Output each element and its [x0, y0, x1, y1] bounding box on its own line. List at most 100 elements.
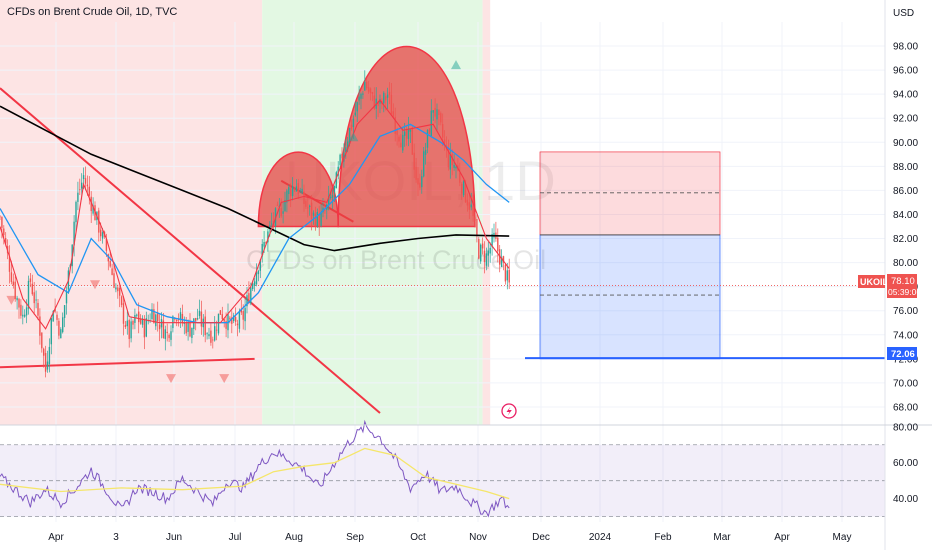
- candle-body: [143, 319, 146, 338]
- candle-body: [413, 152, 415, 170]
- candle-body: [377, 101, 379, 107]
- candle-body: [309, 205, 311, 207]
- candle-body: [174, 318, 176, 320]
- candle-body: [301, 188, 303, 194]
- rsi-tick-label: 80.00: [893, 422, 918, 433]
- candle-body: [324, 209, 326, 211]
- alert-icon[interactable]: [501, 403, 517, 419]
- candle-body: [58, 320, 60, 336]
- candle-body: [16, 297, 18, 301]
- price-tick-label: 76.00: [893, 306, 918, 317]
- currency-label[interactable]: USD: [893, 8, 914, 19]
- price-tick-label: 96.00: [893, 66, 918, 77]
- candle-body: [242, 311, 244, 320]
- sell-signal-marker: [6, 295, 17, 305]
- candle-body: [187, 321, 189, 332]
- price-tick-label: 92.00: [893, 114, 918, 125]
- candle-body: [198, 310, 201, 316]
- candle-body: [267, 231, 269, 243]
- candle-body: [385, 96, 387, 101]
- trendline[interactable]: [0, 87, 381, 414]
- candle-body: [168, 334, 170, 339]
- time-tick-label: Oct: [410, 532, 426, 543]
- candle-body: [132, 320, 134, 325]
- bar-countdown: 05:39:06: [888, 287, 921, 297]
- candle-body: [284, 199, 286, 212]
- candle-body: [84, 178, 87, 184]
- candle-body: [166, 331, 168, 333]
- candle-body: [468, 202, 470, 210]
- stop-zone[interactable]: [539, 151, 721, 236]
- candle-body: [481, 243, 484, 249]
- candle-body: [390, 94, 393, 115]
- candle-body: [22, 314, 24, 317]
- candle-body: [462, 181, 465, 196]
- candle-body: [107, 254, 109, 262]
- time-tick-label: Jul: [229, 532, 242, 543]
- candle-body: [208, 334, 210, 337]
- time-tick-label: Sep: [346, 532, 364, 543]
- candle-body: [20, 304, 22, 316]
- candle-body: [8, 256, 11, 272]
- candle-body: [90, 196, 92, 212]
- candle-body: [392, 111, 394, 118]
- candle-body: [371, 92, 374, 94]
- candle-body: [293, 189, 296, 190]
- candle-body: [443, 139, 446, 143]
- candle-body: [373, 95, 375, 109]
- candle-body: [337, 166, 339, 176]
- candle-body: [119, 287, 121, 296]
- candle-body: [155, 314, 157, 327]
- candle-body: [451, 153, 453, 166]
- candle-body: [151, 309, 153, 320]
- candle-body: [459, 172, 461, 183]
- candle-body: [234, 317, 237, 322]
- candle-body: [223, 319, 225, 322]
- candle-body: [464, 183, 467, 203]
- price-tick-label: 70.00: [893, 378, 918, 389]
- candle-body: [449, 153, 451, 170]
- candle-body: [409, 129, 412, 132]
- candle-body: [31, 283, 33, 295]
- candle-body: [244, 308, 246, 322]
- candle-body: [126, 320, 128, 327]
- candle-body: [358, 96, 360, 101]
- time-axis[interactable]: Apr 3 Jun Jul Aug Sep Oct Nov Dec 2024 Feb Mar Apr Ma…: [48, 532, 851, 543]
- candle-body: [138, 311, 140, 323]
- candle-body: [506, 270, 508, 281]
- candle-body: [335, 172, 337, 189]
- long-position-tool[interactable]: [539, 151, 721, 360]
- candle-body: [248, 293, 250, 303]
- candle-body: [316, 212, 318, 227]
- time-tick-label: Jun: [166, 532, 182, 543]
- trendline[interactable]: [0, 357, 255, 369]
- time-tick-label: 3: [113, 532, 119, 543]
- candle-body: [360, 93, 362, 99]
- candle-body: [314, 213, 317, 227]
- candle-body: [405, 129, 408, 139]
- rsi-tick-label: 60.00: [893, 458, 918, 469]
- candle-body: [1, 217, 3, 228]
- candle-body: [63, 305, 66, 318]
- candle-body: [269, 225, 271, 229]
- price-tick-label: 68.00: [893, 402, 918, 413]
- time-tick-label: Feb: [654, 532, 672, 543]
- candle-body: [157, 313, 159, 322]
- candle-body: [261, 244, 263, 257]
- ema-slow-line: [0, 123, 510, 324]
- candle-body: [307, 207, 309, 209]
- candle-body: [497, 237, 499, 252]
- target-zone[interactable]: [539, 234, 721, 360]
- candle-body: [436, 109, 438, 120]
- candle-body: [352, 118, 355, 128]
- candle-body: [312, 212, 315, 216]
- time-tick-label: Mar: [713, 532, 731, 543]
- candle-body: [415, 166, 417, 180]
- candle-body: [65, 290, 68, 304]
- rsi-pane[interactable]: [0, 419, 885, 518]
- candle-body: [398, 136, 400, 142]
- candle-body: [265, 242, 267, 244]
- candle-body: [158, 324, 161, 330]
